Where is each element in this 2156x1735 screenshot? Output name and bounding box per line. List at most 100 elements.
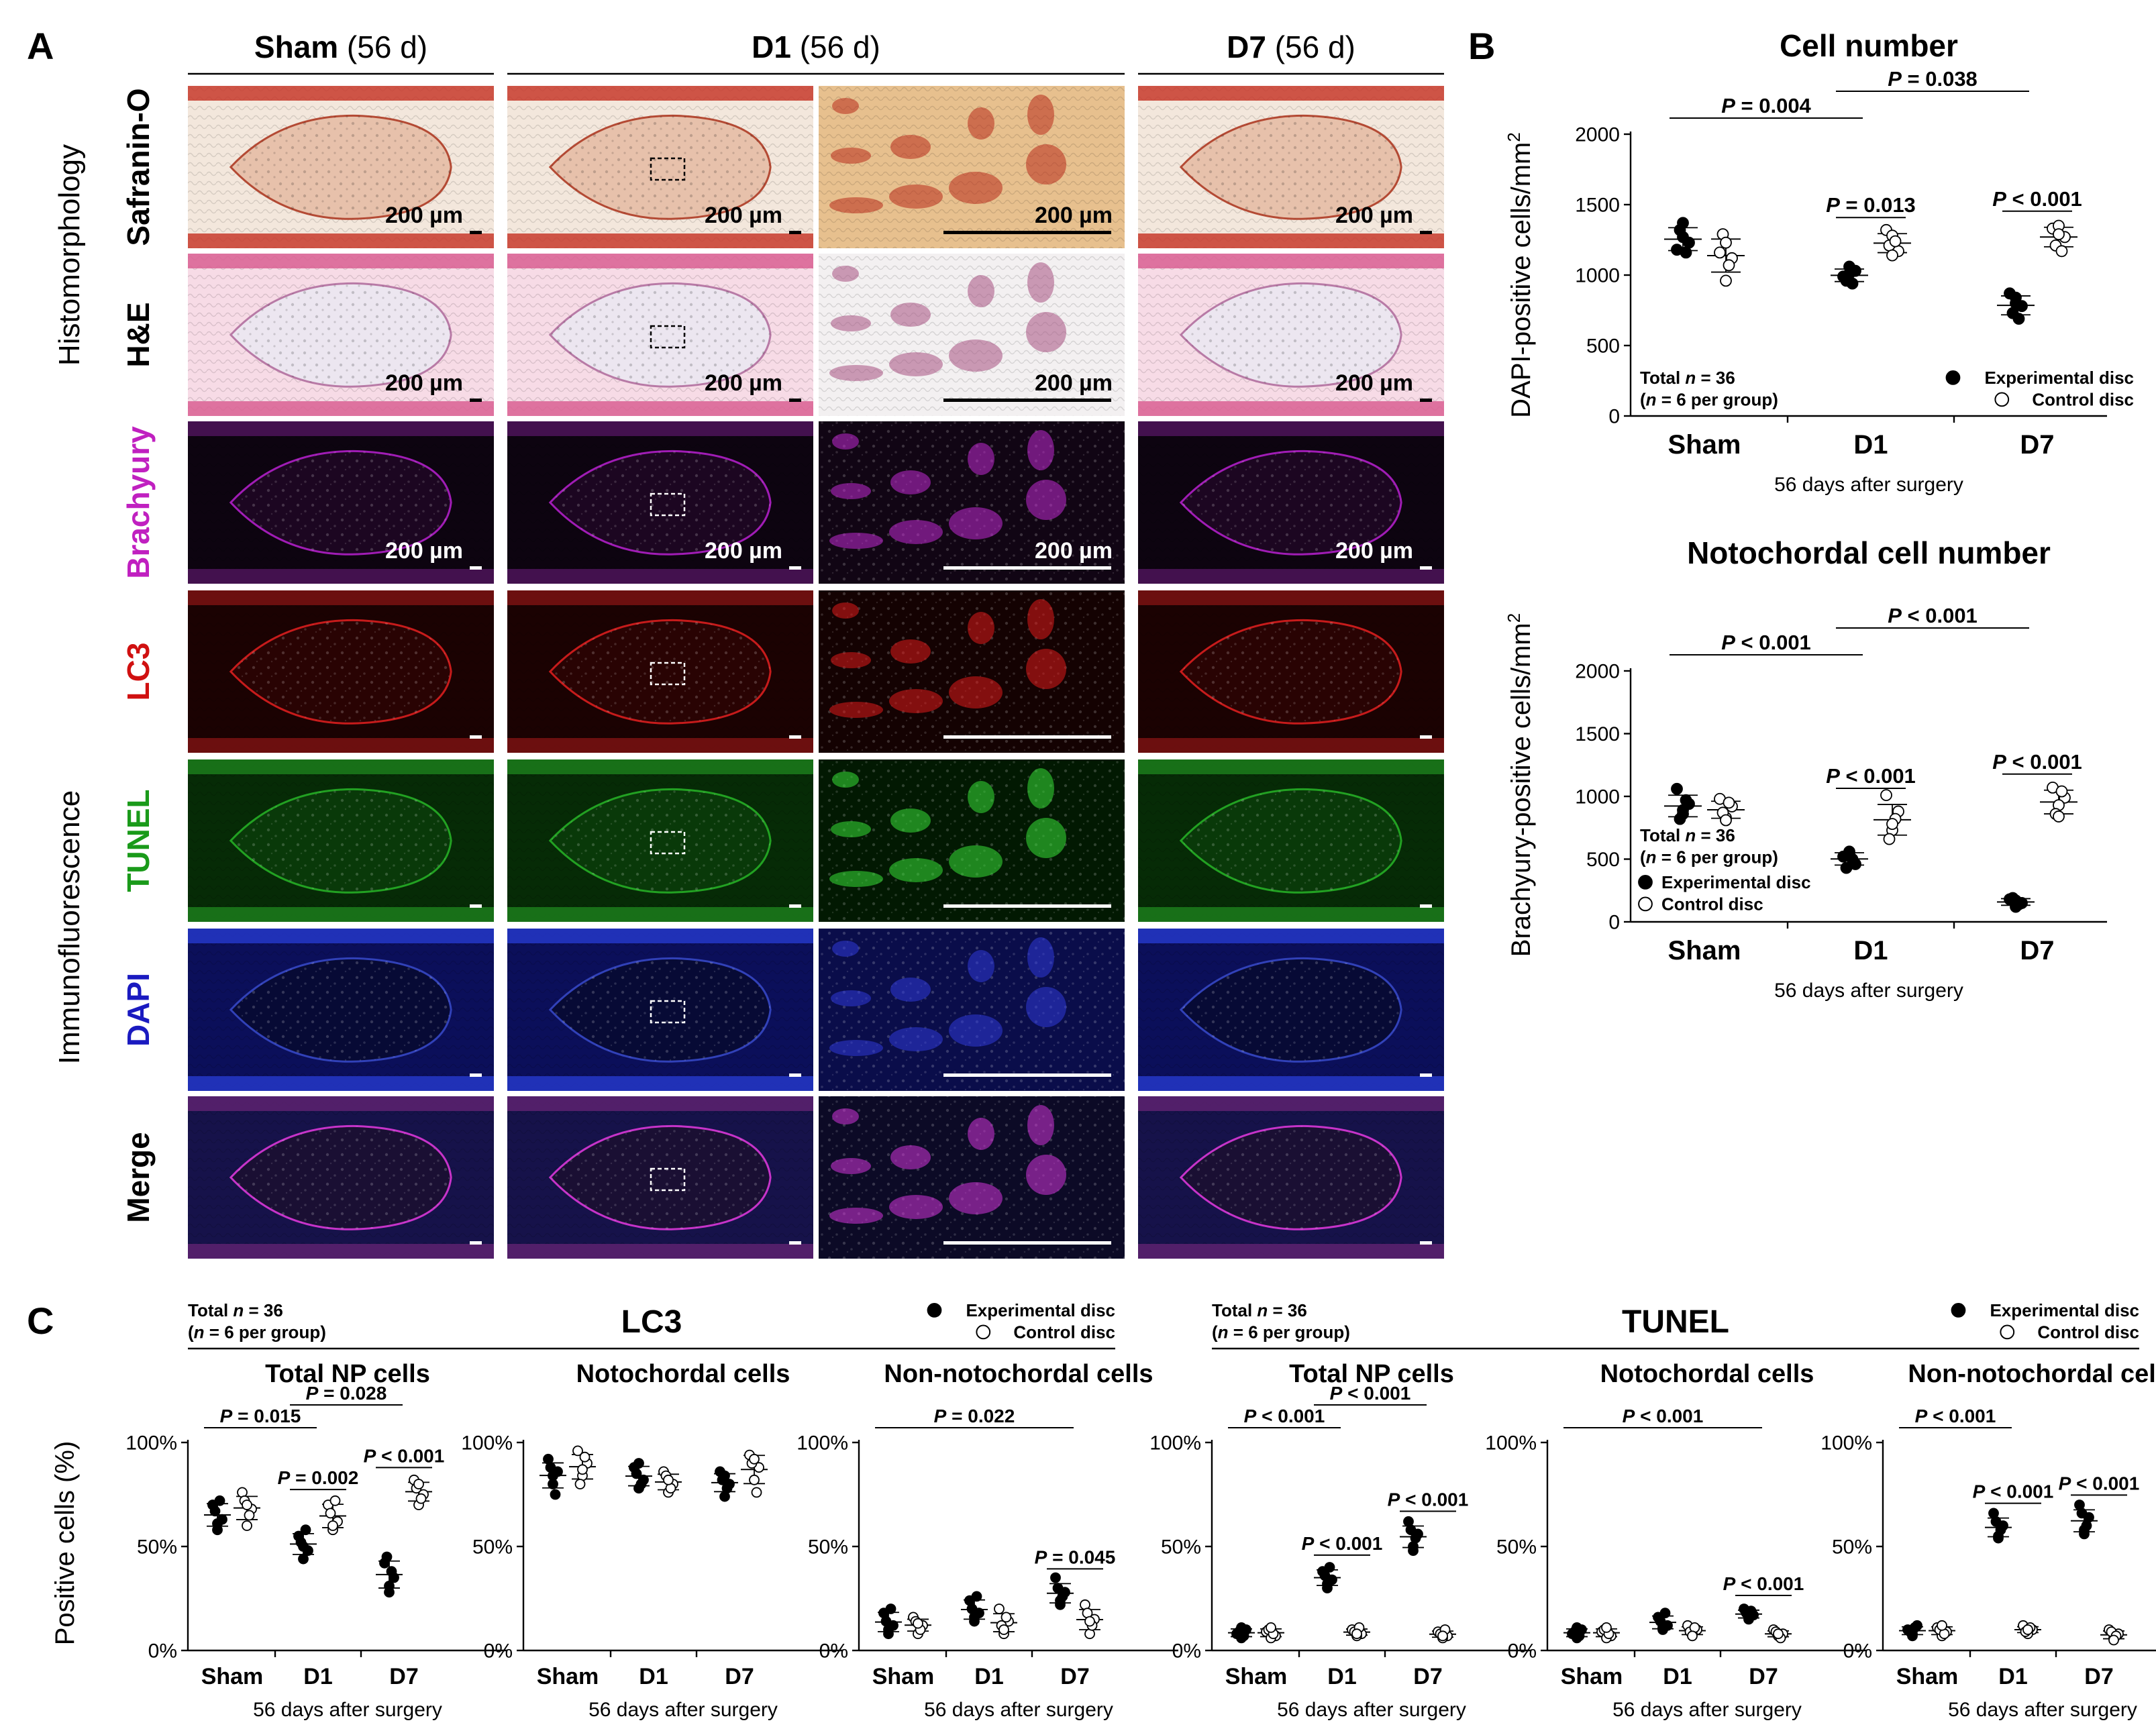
control-point	[1937, 1620, 1947, 1631]
experimental-point	[971, 1591, 982, 1602]
scale-bar	[943, 1073, 1111, 1077]
p-value-label: P < 0.001	[1723, 1573, 1804, 1594]
cell-cluster	[1026, 1155, 1066, 1195]
experimental-point	[1907, 1628, 1918, 1640]
x-axis-label: 56 days after surgery	[924, 1699, 1113, 1721]
x-category-label: D7	[2084, 1664, 2113, 1689]
control-point	[244, 1510, 255, 1521]
cell-cluster	[1026, 480, 1066, 520]
x-category-label: Sham	[201, 1664, 264, 1689]
control-point	[913, 1618, 923, 1629]
p-symbol: P	[1826, 193, 1840, 217]
endplate-top	[1138, 759, 1444, 774]
cell-cluster	[1026, 312, 1066, 352]
experimental-point	[1671, 782, 1683, 795]
scale-bar	[1420, 566, 1432, 570]
p-value-label: P < 0.001	[1330, 1383, 1411, 1404]
experimental-point	[1680, 794, 1692, 806]
x-axis-label: 56 days after surgery	[253, 1699, 442, 1721]
endplate-top	[1138, 86, 1444, 101]
endplate-bottom	[1138, 401, 1444, 416]
p-symbol: P	[1992, 187, 2006, 211]
control-point	[1437, 1630, 1448, 1642]
zoom-region-box	[650, 157, 686, 181]
cell-cluster	[829, 871, 883, 887]
micrograph-tile	[819, 1096, 1125, 1259]
control-legend-marker	[1638, 896, 1653, 912]
chart-C2: 0% 50% 100% Sham D1 D7 56 days after surgery No…	[461, 1360, 843, 1721]
nucleus-texture	[1180, 789, 1402, 893]
y-tick-label: 100%	[461, 1432, 513, 1455]
nucleus-texture	[550, 620, 771, 724]
control-point	[1266, 1622, 1276, 1633]
experimental-point	[719, 1470, 730, 1481]
endplate-bottom	[507, 1076, 813, 1091]
x-category-label: Sham	[1668, 936, 1741, 965]
cell-cluster	[1027, 262, 1054, 303]
endplate-bottom	[188, 401, 494, 416]
panel-b-charts: 0 500 1000 1500 2000 Sham D1 D7 56 days after su…	[1504, 28, 2134, 1002]
micrograph-tile	[819, 929, 1125, 1091]
scale-bar	[789, 231, 801, 234]
micrograph-tile	[1138, 590, 1444, 753]
control-point	[242, 1500, 252, 1510]
experimental-point	[2010, 297, 2022, 309]
control-point	[663, 1474, 674, 1485]
p-symbol: P	[306, 1383, 319, 1404]
cell-cluster	[1026, 144, 1066, 185]
scale-bar-label: 200 µm	[1335, 203, 1413, 228]
p-value-label: P = 0.013	[1826, 193, 1916, 217]
cell-cluster	[1026, 818, 1066, 858]
p-symbol: P	[1721, 631, 1735, 654]
endplate-top	[1138, 1096, 1444, 1111]
cell-cluster	[890, 303, 931, 327]
micrograph-tile	[819, 759, 1125, 922]
control-point	[1723, 796, 1735, 809]
p-value: < 0.001	[2006, 187, 2082, 211]
micrograph-tile	[507, 759, 813, 922]
experimental-legend-marker	[927, 1303, 942, 1318]
y-tick-label: 1500	[1575, 723, 1620, 745]
control-point	[1687, 1630, 1698, 1642]
control-point	[994, 1603, 1005, 1614]
group-title: LC3	[621, 1304, 682, 1340]
experimental-point	[2079, 1528, 2090, 1540]
y-tick-label: 100%	[1149, 1432, 1201, 1455]
y-tick-label: 50%	[137, 1536, 177, 1559]
endplate-bottom	[1138, 569, 1444, 584]
nucleus-texture	[550, 115, 771, 219]
cell-cluster	[829, 1208, 883, 1224]
y-tick-label: 1000	[1575, 786, 1620, 808]
scale-bar	[789, 399, 801, 402]
cell-cluster	[1026, 987, 1066, 1027]
control-point	[577, 1464, 588, 1475]
micrograph-tile: 200 µm	[507, 86, 813, 248]
p-symbol: P	[1973, 1481, 1986, 1502]
control-point	[572, 1445, 583, 1457]
p-value: < 0.001	[1735, 1573, 1804, 1594]
nucleus-texture	[1180, 451, 1402, 555]
experimental-legend-label: Experimental disc	[966, 1300, 1115, 1320]
chart-title: Notochordal cell number	[1687, 535, 2051, 570]
nucleus-texture	[1180, 620, 1402, 724]
column-header-bold: D1	[752, 30, 791, 64]
cell-cluster	[949, 676, 1003, 708]
experimental-point	[2076, 1508, 2088, 1519]
nucleus-texture	[230, 789, 452, 893]
cell-cluster	[831, 148, 871, 164]
p-value-label: P < 0.001	[1302, 1533, 1383, 1554]
nucleus-texture	[550, 451, 771, 555]
cell-cluster	[949, 172, 1003, 204]
control-point	[327, 1520, 338, 1531]
scale-bar	[1420, 735, 1432, 739]
p-value-label: P < 0.001	[2059, 1473, 2140, 1493]
x-axis-label: 56 days after surgery	[1774, 980, 1963, 1002]
scale-bar	[789, 1241, 801, 1245]
endplate-top	[188, 86, 494, 101]
p-value: < 0.001	[1902, 604, 1978, 627]
scale-bar	[943, 231, 1111, 234]
x-axis-label: 56 days after surgery	[1277, 1699, 1466, 1721]
nucleus-texture	[230, 451, 452, 555]
cell-cluster	[968, 781, 994, 813]
cell-cluster	[1027, 1105, 1054, 1145]
